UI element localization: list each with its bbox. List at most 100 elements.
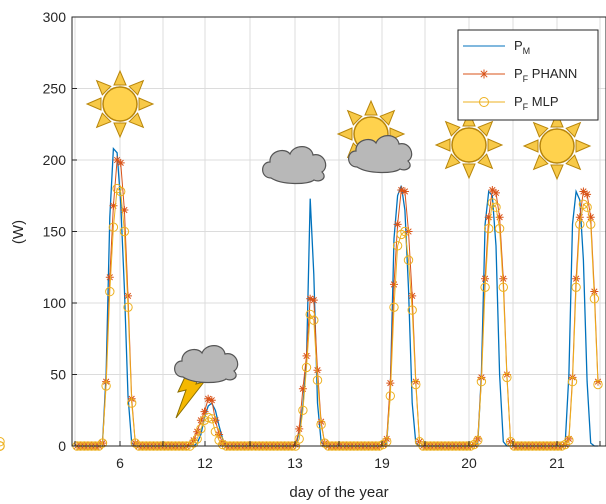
data-point bbox=[313, 366, 322, 375]
data-point bbox=[411, 379, 421, 390]
data-point bbox=[116, 158, 125, 167]
data-point bbox=[295, 424, 304, 433]
data-point bbox=[301, 362, 312, 373]
legend-label: PM bbox=[514, 38, 530, 56]
series-0 bbox=[77, 146, 598, 447]
data-point bbox=[491, 202, 501, 212]
legend-label-main: P bbox=[514, 38, 523, 53]
data-point bbox=[124, 291, 133, 300]
legend-label-main: P bbox=[514, 94, 523, 109]
legend-label-subscript: F bbox=[523, 74, 529, 84]
y-tick-label: 200 bbox=[43, 152, 67, 168]
data-point bbox=[119, 226, 130, 237]
x-tick-label: 20 bbox=[461, 455, 477, 471]
sun-icon bbox=[522, 111, 592, 181]
data-point bbox=[316, 419, 326, 430]
data-point bbox=[108, 222, 119, 232]
data-point bbox=[389, 280, 398, 289]
data-point bbox=[564, 435, 574, 445]
data-point bbox=[579, 187, 588, 196]
data-point bbox=[499, 274, 508, 283]
data-point bbox=[302, 351, 311, 360]
legend-label-main: P bbox=[514, 66, 523, 81]
data-point bbox=[113, 156, 122, 164]
data-point bbox=[400, 226, 410, 237]
legend-label-rest: MLP bbox=[528, 94, 558, 109]
y-tick-label: 150 bbox=[43, 224, 67, 240]
legend-label: PF MLP bbox=[514, 94, 559, 112]
data-point bbox=[494, 223, 505, 234]
data-point bbox=[481, 274, 490, 283]
data-point bbox=[488, 186, 497, 195]
x-tick-label: 19 bbox=[374, 455, 390, 471]
y-tick-label: 0 bbox=[58, 438, 66, 454]
x-tick-label: 13 bbox=[287, 455, 303, 471]
data-point bbox=[196, 424, 206, 434]
data-point bbox=[575, 213, 584, 222]
data-point bbox=[473, 435, 483, 445]
cloud-icon bbox=[174, 345, 239, 384]
data-point bbox=[196, 416, 205, 425]
data-point bbox=[480, 282, 490, 292]
data-point bbox=[491, 188, 500, 197]
series-lines bbox=[0, 146, 603, 451]
data-point bbox=[123, 302, 133, 312]
legend-marker bbox=[479, 97, 489, 107]
data-point bbox=[120, 206, 129, 215]
data-point bbox=[210, 427, 221, 437]
data-point bbox=[484, 223, 494, 234]
data-point bbox=[298, 384, 307, 393]
data-point bbox=[495, 213, 504, 222]
data-point bbox=[593, 379, 603, 390]
data-point bbox=[101, 381, 111, 391]
data-point bbox=[294, 434, 304, 444]
data-point bbox=[312, 375, 323, 385]
legend-marker bbox=[479, 69, 489, 79]
data-point bbox=[589, 294, 600, 304]
data-point bbox=[408, 291, 417, 300]
legend-box bbox=[457, 29, 599, 121]
data-point bbox=[116, 186, 126, 197]
data-point bbox=[127, 398, 137, 408]
series-line bbox=[77, 146, 598, 447]
data-point bbox=[476, 376, 487, 387]
data-point bbox=[207, 414, 217, 424]
y-tick-label: 100 bbox=[43, 295, 67, 311]
cloud-icon bbox=[348, 135, 413, 174]
y-tick-label: 300 bbox=[43, 9, 67, 25]
data-point bbox=[392, 241, 403, 251]
sun-icon bbox=[434, 110, 504, 180]
legend-item: PM bbox=[463, 38, 530, 56]
legend-label-subscript: M bbox=[523, 46, 531, 56]
y-axis-label: (W) bbox=[10, 220, 27, 244]
legend-label-subscript: F bbox=[523, 102, 529, 112]
data-point bbox=[400, 187, 409, 196]
data-point bbox=[389, 302, 399, 312]
data-point bbox=[583, 190, 592, 199]
legend-item: PF MLP bbox=[463, 94, 559, 112]
data-point bbox=[386, 379, 395, 388]
x-tick-label: 12 bbox=[197, 455, 213, 471]
weather-icons bbox=[85, 69, 592, 419]
data-point bbox=[309, 296, 318, 305]
x-axis-ticks: 6 12 13 19 20 21 bbox=[74, 441, 601, 471]
series-line bbox=[77, 187, 599, 447]
data-point bbox=[567, 376, 578, 387]
data-point bbox=[109, 201, 118, 210]
data-point bbox=[586, 213, 595, 222]
cloud-icon bbox=[262, 146, 327, 185]
data-point bbox=[586, 219, 596, 230]
data-point bbox=[207, 396, 216, 405]
data-point bbox=[385, 391, 395, 401]
data-point bbox=[502, 372, 512, 383]
data-point bbox=[407, 305, 417, 315]
data-point bbox=[309, 315, 319, 325]
data-point bbox=[105, 273, 114, 282]
data-point bbox=[204, 394, 213, 403]
data-point bbox=[498, 282, 508, 292]
x-tick-label: 6 bbox=[116, 455, 124, 471]
y-tick-label: 250 bbox=[43, 81, 67, 97]
data-point bbox=[393, 220, 402, 229]
data-point bbox=[298, 405, 308, 415]
